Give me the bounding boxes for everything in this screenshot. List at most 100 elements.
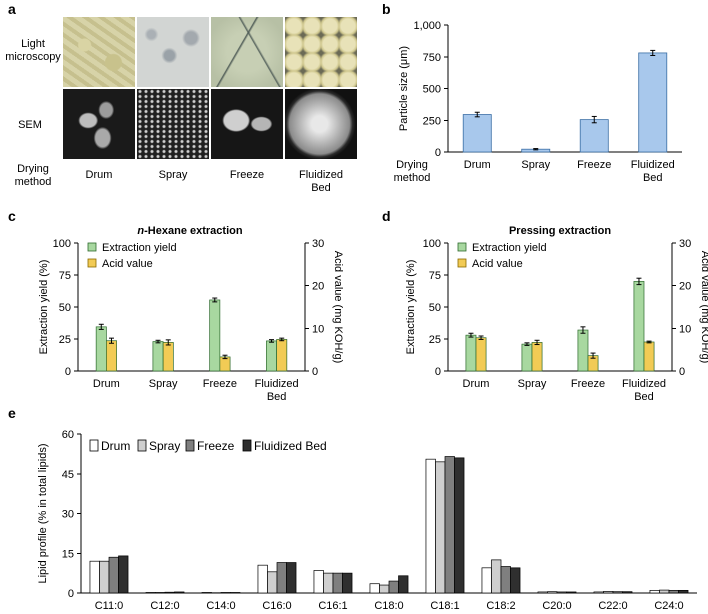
y-tick-label: 45 [62,469,74,481]
bar [475,337,487,372]
x-tick-label: Spray [149,378,178,390]
column-label-2: Freeze [230,169,264,181]
x-tick-label: Freeze [203,378,237,390]
y-tick-label: 100 [423,238,441,250]
x-tick-label: Drum [463,378,490,390]
legend-label: Extraction yield [102,242,177,254]
y-tick-label: 75 [429,270,441,282]
panel-a-labels: Light microscopy SEM Drying method Drum Spray F… [5,38,343,194]
bar [398,575,409,594]
bar [577,329,589,372]
y-tick-label: 50 [59,302,71,314]
y-tick-label: 30 [62,509,74,521]
chart-c-hexane-extraction: 0 25 50 75 100 0 10 20 30 Extraction yield (%) Aci… [38,225,344,403]
legend-swatch [185,439,195,452]
x-tick-label: Spray [518,378,547,390]
bar [537,591,548,594]
panel-label-d: d [382,208,391,224]
bar [659,589,670,594]
bar [531,342,543,372]
sem-micrograph-drum [63,89,135,159]
y-tick-label: 100 [53,238,71,250]
sem-micrograph-freeze [211,89,283,159]
bar [332,572,343,594]
y-tick-label: 25 [429,334,441,346]
y-axis-label: Particle size (μm) [398,46,410,131]
y-tick-label: 15 [62,548,74,560]
legend-label: Acid value [472,258,523,270]
bar [379,584,390,594]
bar [99,560,110,594]
x-tick-label: C24:0 [654,600,683,612]
y2-tick-label: 20 [679,281,691,293]
y-tick-label: 250 [423,115,441,127]
bar [481,567,492,594]
bar [425,458,436,594]
legend-label: Spray [149,439,180,453]
x-tick-label: Fluidized Bed [255,378,299,403]
bar [286,562,297,594]
bar [155,592,166,594]
y-tick-label: 0 [65,366,71,378]
bar [267,571,278,594]
column-label-1: Spray [159,169,188,181]
light-micrograph-drum [63,17,135,87]
x-tick-label: Spray [521,159,550,171]
bar [593,591,604,594]
legend-label: Acid value [102,258,153,270]
bar [603,591,614,594]
x-tick-label: C20:0 [542,600,571,612]
bar [323,572,334,594]
y-tick-label: 50 [429,302,441,314]
legend-label: Drum [101,439,130,453]
bar [106,340,117,372]
x-tick-label: C18:1 [430,600,459,612]
chart-b-particle-size: 0 250 500 750 1,000 Particle size (μm) Drum Spr… [394,20,682,184]
bar [220,592,231,594]
legend-swatch [457,258,467,268]
y-tick-label: 25 [59,334,71,346]
column-label-0: Drum [86,169,113,181]
panel-label-b: b [382,1,391,17]
x-tick-label: C16:1 [318,600,347,612]
x-tick-label: C22:0 [598,600,627,612]
x-tick-label: C11:0 [95,600,124,612]
bar [612,591,623,594]
bar [491,559,502,594]
legend-label: Freeze [197,439,235,453]
bar [276,339,288,372]
y-tick-label: 60 [62,429,74,441]
chart-title: n-Hexane extraction [137,225,242,237]
y-axis-label: Extraction yield (%) [405,260,417,355]
legend-swatch [87,258,97,268]
column-label-3: Fluidized Bed [299,169,343,194]
y2-tick-label: 10 [312,323,324,335]
light-micrograph-fluidized-bed [285,17,357,87]
bar [547,591,558,594]
y-axis-label: Lipid profile (% in total lipids) [37,443,49,583]
row-label-light-microscopy: Light microscopy [5,38,61,63]
x-tick-label: C14:0 [206,600,235,612]
x-tick-label: Drum [93,378,120,390]
bar [230,592,241,594]
row-label-sem: SEM [18,119,42,131]
bar [342,572,353,594]
bar [633,281,645,372]
y-tick-label: 1,000 [413,20,441,32]
legend-swatch [89,439,99,452]
bar [435,461,446,594]
x-tick-label: C18:2 [486,600,515,612]
row-label-drying-method: Drying method [15,163,52,188]
chart-d-pressing-extraction: 0 25 50 75 100 0 10 20 30 Extraction yield (%) Aci… [405,225,708,403]
bar [566,591,577,594]
bar [649,589,660,594]
light-micrograph-freeze [211,17,283,87]
bar [678,589,689,594]
bar [118,555,129,594]
bar [579,119,609,153]
x-tick-label: Freeze [577,159,611,171]
x-tick-label: Fluidized Bed [622,378,666,403]
chart-title: Pressing extraction [509,225,611,237]
panel-label-c: c [8,208,16,224]
